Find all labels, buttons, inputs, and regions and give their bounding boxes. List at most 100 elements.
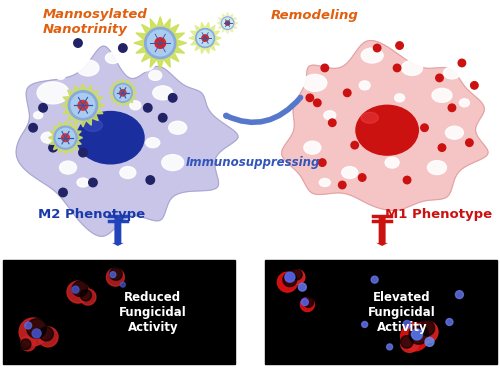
Circle shape [24,322,32,329]
Circle shape [146,176,154,184]
Circle shape [59,188,68,197]
Circle shape [29,124,38,132]
Ellipse shape [72,108,85,118]
Circle shape [155,38,166,48]
Polygon shape [38,327,58,347]
Circle shape [72,286,79,293]
Circle shape [285,272,295,282]
Polygon shape [110,268,122,280]
Polygon shape [292,269,302,280]
Circle shape [222,17,234,29]
Ellipse shape [56,71,66,80]
Circle shape [458,59,466,67]
Ellipse shape [130,54,156,71]
Ellipse shape [428,161,446,175]
Ellipse shape [342,166,357,178]
Circle shape [306,94,314,101]
Circle shape [374,44,381,52]
Polygon shape [67,281,89,303]
Ellipse shape [394,94,404,102]
Circle shape [358,174,366,181]
Ellipse shape [444,67,460,79]
Circle shape [396,42,404,49]
Polygon shape [80,290,92,301]
Text: M1 Phenotype: M1 Phenotype [384,208,492,221]
Polygon shape [400,334,418,352]
Ellipse shape [34,112,42,119]
Circle shape [456,290,464,299]
Circle shape [115,85,130,101]
Circle shape [120,90,126,96]
Circle shape [196,28,214,47]
Circle shape [114,83,132,102]
Ellipse shape [146,138,160,148]
Text: Elevated
Fungicidal
Activity: Elevated Fungicidal Activity [368,290,436,333]
Circle shape [62,134,70,141]
Ellipse shape [385,157,399,168]
Ellipse shape [162,155,184,171]
Text: Remodeling: Remodeling [271,9,359,22]
Ellipse shape [320,178,330,186]
Ellipse shape [304,141,321,154]
Polygon shape [109,79,137,107]
Circle shape [222,18,232,28]
Circle shape [298,283,306,291]
Circle shape [71,94,95,117]
Circle shape [120,282,126,287]
Circle shape [438,144,446,151]
Circle shape [466,139,473,147]
Circle shape [68,91,98,120]
Circle shape [314,99,321,107]
Ellipse shape [168,121,186,134]
Circle shape [198,30,213,46]
Circle shape [321,64,328,72]
Circle shape [144,27,176,59]
Circle shape [328,119,336,127]
Ellipse shape [120,166,136,178]
Polygon shape [400,323,428,351]
Circle shape [148,30,173,56]
Circle shape [88,178,97,187]
Text: Reduced
Fungicidal
Activity: Reduced Fungicidal Activity [119,290,186,333]
Circle shape [362,322,368,327]
Ellipse shape [60,161,76,174]
Circle shape [158,114,167,122]
Ellipse shape [149,70,162,80]
Circle shape [318,159,326,166]
Polygon shape [62,84,104,127]
Circle shape [39,104,48,112]
Ellipse shape [106,53,120,64]
Text: Mannosylated
Nanotrinity: Mannosylated Nanotrinity [43,8,148,36]
Text: M2 Phenotype: M2 Phenotype [38,208,145,221]
Bar [265,260,497,364]
Circle shape [74,39,82,47]
Circle shape [32,329,41,338]
Circle shape [56,128,75,147]
Circle shape [78,100,88,110]
Polygon shape [19,318,47,346]
Circle shape [446,319,453,326]
Polygon shape [20,336,36,351]
Polygon shape [106,268,124,286]
Polygon shape [27,319,46,338]
Circle shape [338,181,346,189]
Polygon shape [217,13,238,33]
Circle shape [226,21,230,25]
Circle shape [110,272,116,278]
Polygon shape [72,281,88,296]
Ellipse shape [41,132,55,143]
Circle shape [344,89,351,97]
Ellipse shape [76,111,144,164]
Ellipse shape [130,101,141,110]
Polygon shape [304,297,314,307]
Circle shape [448,104,456,111]
Polygon shape [400,336,413,348]
Circle shape [404,176,411,184]
Ellipse shape [77,178,89,187]
Polygon shape [278,272,297,292]
Ellipse shape [324,111,336,120]
Circle shape [144,104,152,112]
Circle shape [371,276,378,283]
Circle shape [54,126,77,149]
Polygon shape [40,327,54,341]
